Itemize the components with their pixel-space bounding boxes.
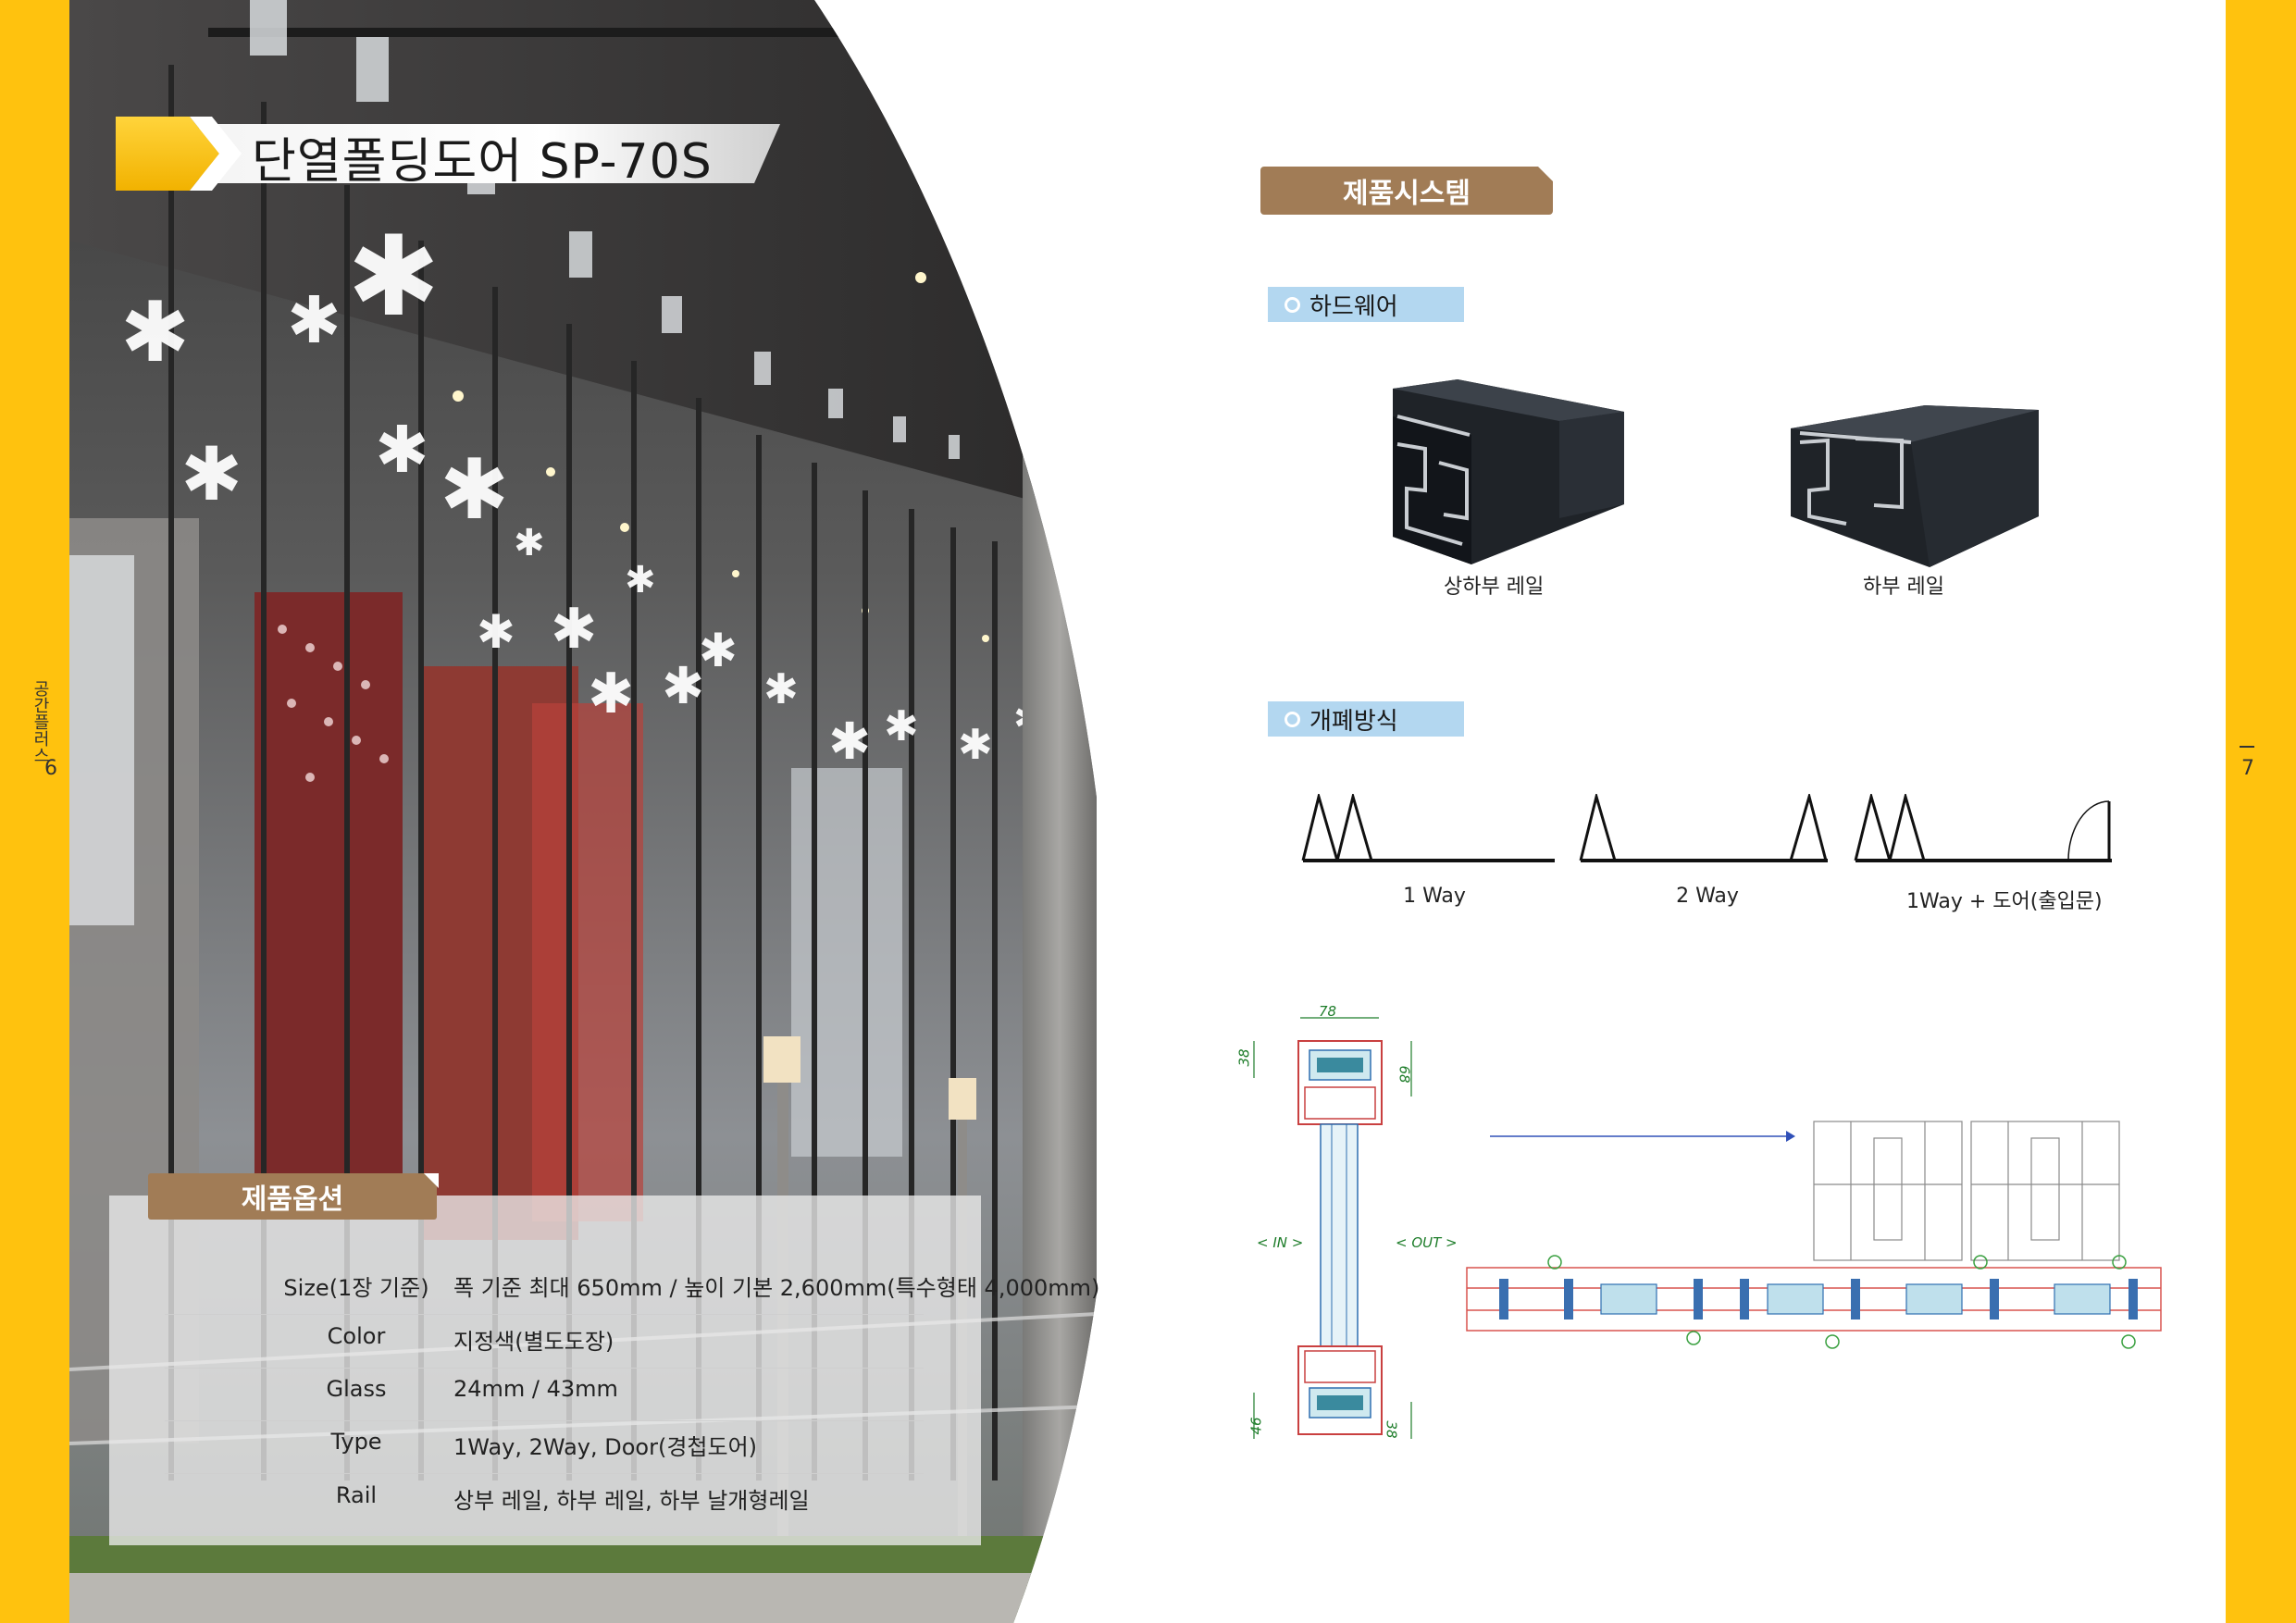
opening-caption-1: 1 Way bbox=[1403, 885, 1466, 908]
dimension-label: 68 bbox=[1396, 1065, 1413, 1084]
bullet-icon bbox=[1285, 711, 1300, 727]
option-label-color: Color bbox=[327, 1323, 386, 1349]
option-label-glass: Glass bbox=[326, 1376, 387, 1402]
svg-text:✱: ✱ bbox=[375, 412, 429, 488]
svg-text:✱: ✱ bbox=[551, 597, 597, 662]
left-page-number: 6 bbox=[44, 757, 57, 780]
opening-caption-3: 1Way + 도어(출입문) bbox=[1906, 890, 2103, 913]
label-out: < OUT > bbox=[1396, 1234, 1458, 1251]
hardware-caption-1: 상하부 레일 bbox=[1444, 576, 1545, 599]
row-divider bbox=[165, 1473, 924, 1474]
vertical-section-drawing bbox=[1235, 1004, 1467, 1453]
page-title: 단열폴딩도어 SP-70S bbox=[252, 134, 713, 190]
dimension-label: 38 bbox=[1383, 1420, 1400, 1439]
svg-text:✱: ✱ bbox=[347, 213, 441, 341]
label-in: < IN > bbox=[1257, 1234, 1304, 1251]
option-label-type: Type bbox=[330, 1429, 382, 1455]
svg-text:✱: ✱ bbox=[287, 282, 341, 358]
svg-text:✱: ✱ bbox=[828, 712, 871, 771]
row-divider bbox=[165, 1314, 924, 1315]
dimension-label: 46 bbox=[1247, 1417, 1265, 1435]
opening-caption-2: 2 Way bbox=[1676, 885, 1739, 908]
right-number-rule bbox=[2240, 746, 2254, 748]
right-edge-bar bbox=[2226, 0, 2296, 1623]
bullet-icon bbox=[1285, 296, 1300, 313]
hardware-caption-2: 하부 레일 bbox=[1863, 576, 1944, 599]
option-value-type: 1Way, 2Way, Door(경첩도어) bbox=[453, 1434, 758, 1460]
left-side-text: 공간플러스 bbox=[31, 680, 50, 763]
tab-fold bbox=[424, 1173, 439, 1188]
options-panel: Size(1장 기준) 폭 기준 최대 650mm / 높이 기본 2,600m… bbox=[109, 1196, 1099, 1545]
svg-text:✱: ✱ bbox=[958, 720, 993, 769]
option-value-rail: 상부 레일, 하부 레일, 하부 날개형레일 bbox=[453, 1488, 810, 1514]
opening-heading-label: 개폐방식 bbox=[1309, 707, 1398, 736]
row-divider bbox=[165, 1420, 924, 1421]
hardware-heading: 하드웨어 bbox=[1268, 287, 1464, 322]
one-way-diagram bbox=[1300, 791, 1559, 863]
svg-text:✱: ✱ bbox=[625, 559, 656, 601]
svg-text:✱: ✱ bbox=[477, 605, 515, 659]
svg-text:✱: ✱ bbox=[588, 662, 634, 726]
tab-fold bbox=[1538, 167, 1553, 181]
hardware-heading-label: 하드웨어 bbox=[1309, 292, 1398, 321]
svg-text:✱: ✱ bbox=[884, 701, 919, 750]
option-label-rail: Rail bbox=[335, 1482, 378, 1508]
left-edge-bar bbox=[0, 0, 69, 1623]
option-value-size: 폭 기준 최대 650mm / 높이 기본 2,600mm(특수형태 4,000… bbox=[453, 1275, 1100, 1301]
right-page-number: 7 bbox=[2241, 757, 2254, 780]
row-divider bbox=[165, 1368, 924, 1369]
svg-text:✱: ✱ bbox=[120, 284, 190, 381]
option-label-size: Size(1장 기준) bbox=[283, 1275, 429, 1301]
svg-text:✱: ✱ bbox=[763, 664, 799, 713]
dimension-label: 78 bbox=[1319, 1003, 1337, 1020]
svg-text:✱: ✱ bbox=[699, 624, 738, 677]
options-heading: 제품옵션 bbox=[148, 1173, 437, 1220]
svg-text:✱: ✱ bbox=[180, 431, 242, 517]
dimension-label: 38 bbox=[1235, 1048, 1253, 1067]
svg-text:✱: ✱ bbox=[662, 656, 704, 715]
one-way-door-diagram bbox=[1853, 791, 2116, 863]
title-banner bbox=[116, 117, 782, 191]
opening-heading: 개폐방식 bbox=[1268, 701, 1464, 737]
lower-rail-image bbox=[1791, 405, 2041, 567]
svg-text:✱: ✱ bbox=[440, 441, 509, 539]
svg-text:✱: ✱ bbox=[514, 522, 545, 564]
option-value-glass: 24mm / 43mm bbox=[453, 1376, 618, 1402]
two-way-diagram bbox=[1578, 791, 1832, 863]
horizontal-section-drawing bbox=[1462, 1110, 2166, 1360]
option-value-color: 지정색(별도도장) bbox=[453, 1329, 614, 1355]
system-heading: 제품시스템 bbox=[1260, 167, 1553, 215]
upper-lower-rail-image bbox=[1388, 379, 1629, 564]
